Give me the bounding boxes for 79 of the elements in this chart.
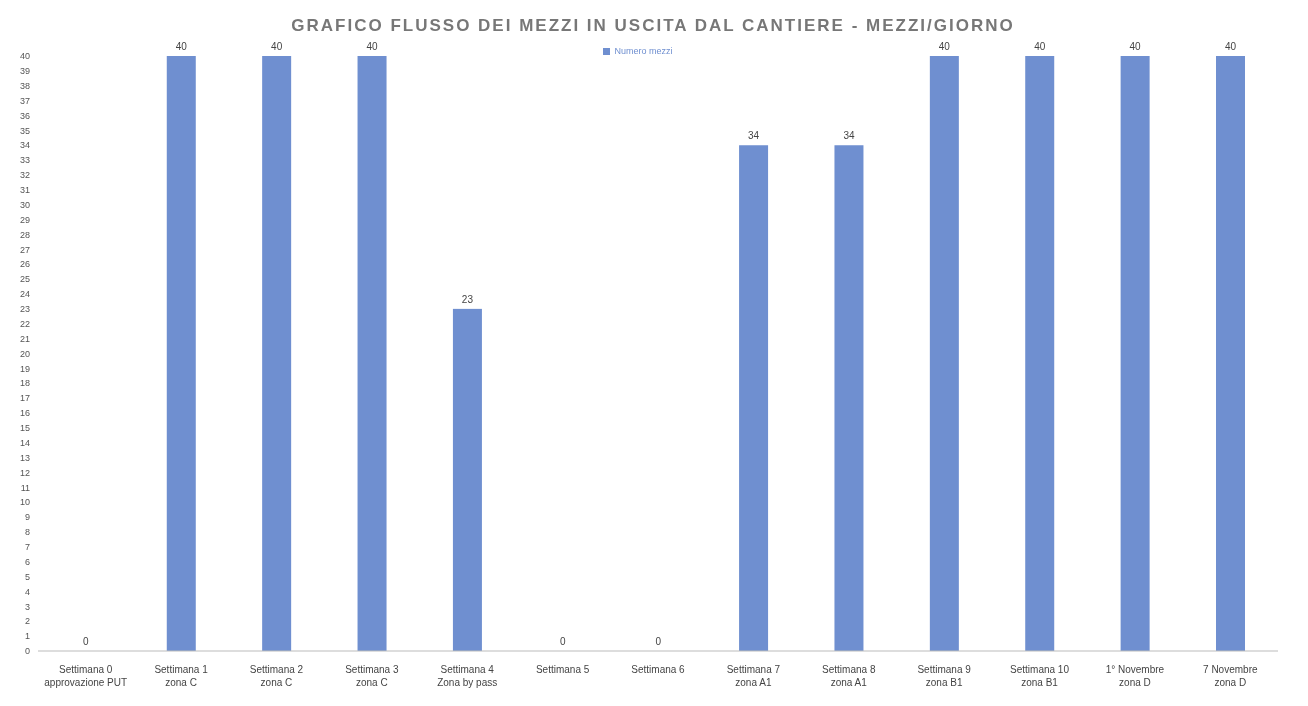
- bar: [166, 56, 196, 651]
- y-tick-label: 35: [19, 125, 30, 136]
- y-tick-label: 14: [19, 437, 30, 448]
- y-tick-label: 17: [19, 393, 30, 404]
- y-tick-label: 21: [19, 333, 30, 344]
- y-tick-label: 7: [24, 542, 30, 553]
- y-tick-label: 12: [19, 467, 30, 478]
- y-tick-label: 25: [19, 274, 30, 285]
- y-tick-label: 0: [24, 646, 30, 657]
- y-tick-label: 37: [19, 95, 30, 106]
- data-label: 0: [655, 636, 662, 647]
- y-tick-label: 20: [19, 348, 30, 359]
- bar: [357, 56, 387, 651]
- x-tick-label: Settimana 5: [535, 664, 590, 675]
- y-tick-label: 36: [19, 110, 30, 121]
- bar: [1216, 56, 1245, 651]
- legend-label: Numero mezzi: [614, 46, 673, 56]
- bar: [452, 308, 482, 651]
- y-tick-label: 15: [19, 423, 30, 434]
- y-tick-label: 6: [24, 556, 30, 567]
- data-label: 40: [175, 41, 188, 52]
- data-label: 0: [83, 636, 90, 647]
- x-tick-label: Settimana 1 zona C: [154, 664, 209, 688]
- bar: [929, 56, 959, 651]
- data-label: 34: [748, 130, 760, 142]
- y-tick-label: 27: [19, 244, 30, 255]
- data-label: 40: [1034, 41, 1046, 52]
- y-tick-label: 9: [24, 512, 30, 523]
- x-tick-label: Settimana 6: [631, 664, 686, 675]
- y-tick-label: 38: [19, 80, 30, 91]
- y-tick-label: 24: [19, 289, 30, 300]
- y-tick-label: 13: [19, 452, 30, 463]
- y-tick-label: 26: [19, 259, 30, 270]
- y-tick-label: 11: [20, 482, 30, 493]
- x-tick-label: Settimana 3 zona C: [345, 664, 399, 688]
- y-tick-label: 16: [19, 408, 30, 419]
- y-tick-label: 19: [19, 363, 30, 374]
- y-tick-label: 8: [24, 527, 30, 538]
- y-tick-label: 3: [24, 601, 30, 612]
- y-tick-label: 18: [19, 378, 30, 389]
- data-label: 40: [271, 41, 283, 52]
- y-tick-label: 22: [19, 318, 30, 329]
- x-tick-label: Settimana 9 zona B1: [917, 664, 972, 688]
- y-tick-label: 39: [19, 66, 30, 77]
- data-label: 0: [560, 636, 567, 647]
- y-tick-label: 31: [19, 185, 30, 196]
- data-label: 40: [366, 41, 379, 52]
- x-tick-label: Settimana 4 Zona by pass: [437, 664, 498, 688]
- y-tick-label: 34: [19, 140, 30, 151]
- x-tick-label: 1° Novembre zona D: [1105, 664, 1165, 688]
- x-tick-label: 7 Novembre zona D: [1203, 664, 1258, 688]
- x-tick-label: Settimana 0 approvazione PUT: [44, 664, 128, 688]
- data-label: 34: [843, 130, 855, 142]
- data-label: 40: [938, 41, 951, 52]
- y-tick-label: 4: [24, 586, 30, 597]
- x-tick-label: Settimana 7 zona A1: [726, 664, 781, 688]
- y-tick-label: 1: [24, 631, 30, 642]
- y-tick-label: 23: [19, 304, 30, 315]
- y-tick-label: 10: [19, 497, 30, 508]
- chart-title: GRAFICO FLUSSO DEI MEZZI IN USCITA DAL CANTIERE - MEZZI/GIORNO: [290, 15, 1016, 36]
- data-label: 40: [1129, 41, 1142, 52]
- x-tick-label: Settimana 8 zona A1: [822, 664, 876, 688]
- x-tick-label: Settimana 2 zona C: [249, 664, 304, 688]
- bar: [262, 56, 292, 651]
- bar: [1120, 56, 1150, 651]
- y-tick-label: 40: [19, 51, 30, 62]
- y-tick-label: 33: [19, 155, 30, 166]
- y-tick-label: 30: [19, 199, 30, 210]
- x-tick-label: Settimana 10 zona B1: [1010, 664, 1070, 688]
- bar: [739, 145, 769, 651]
- y-tick-label: 32: [19, 170, 30, 181]
- y-tick-label: 2: [24, 616, 30, 627]
- data-label: 40: [1224, 41, 1237, 52]
- bar: [834, 145, 864, 651]
- data-label: 23: [461, 293, 474, 305]
- y-tick-label: 28: [19, 229, 30, 240]
- y-tick-label: 5: [24, 571, 30, 582]
- bar: [1025, 56, 1055, 651]
- y-tick-label: 29: [19, 214, 30, 225]
